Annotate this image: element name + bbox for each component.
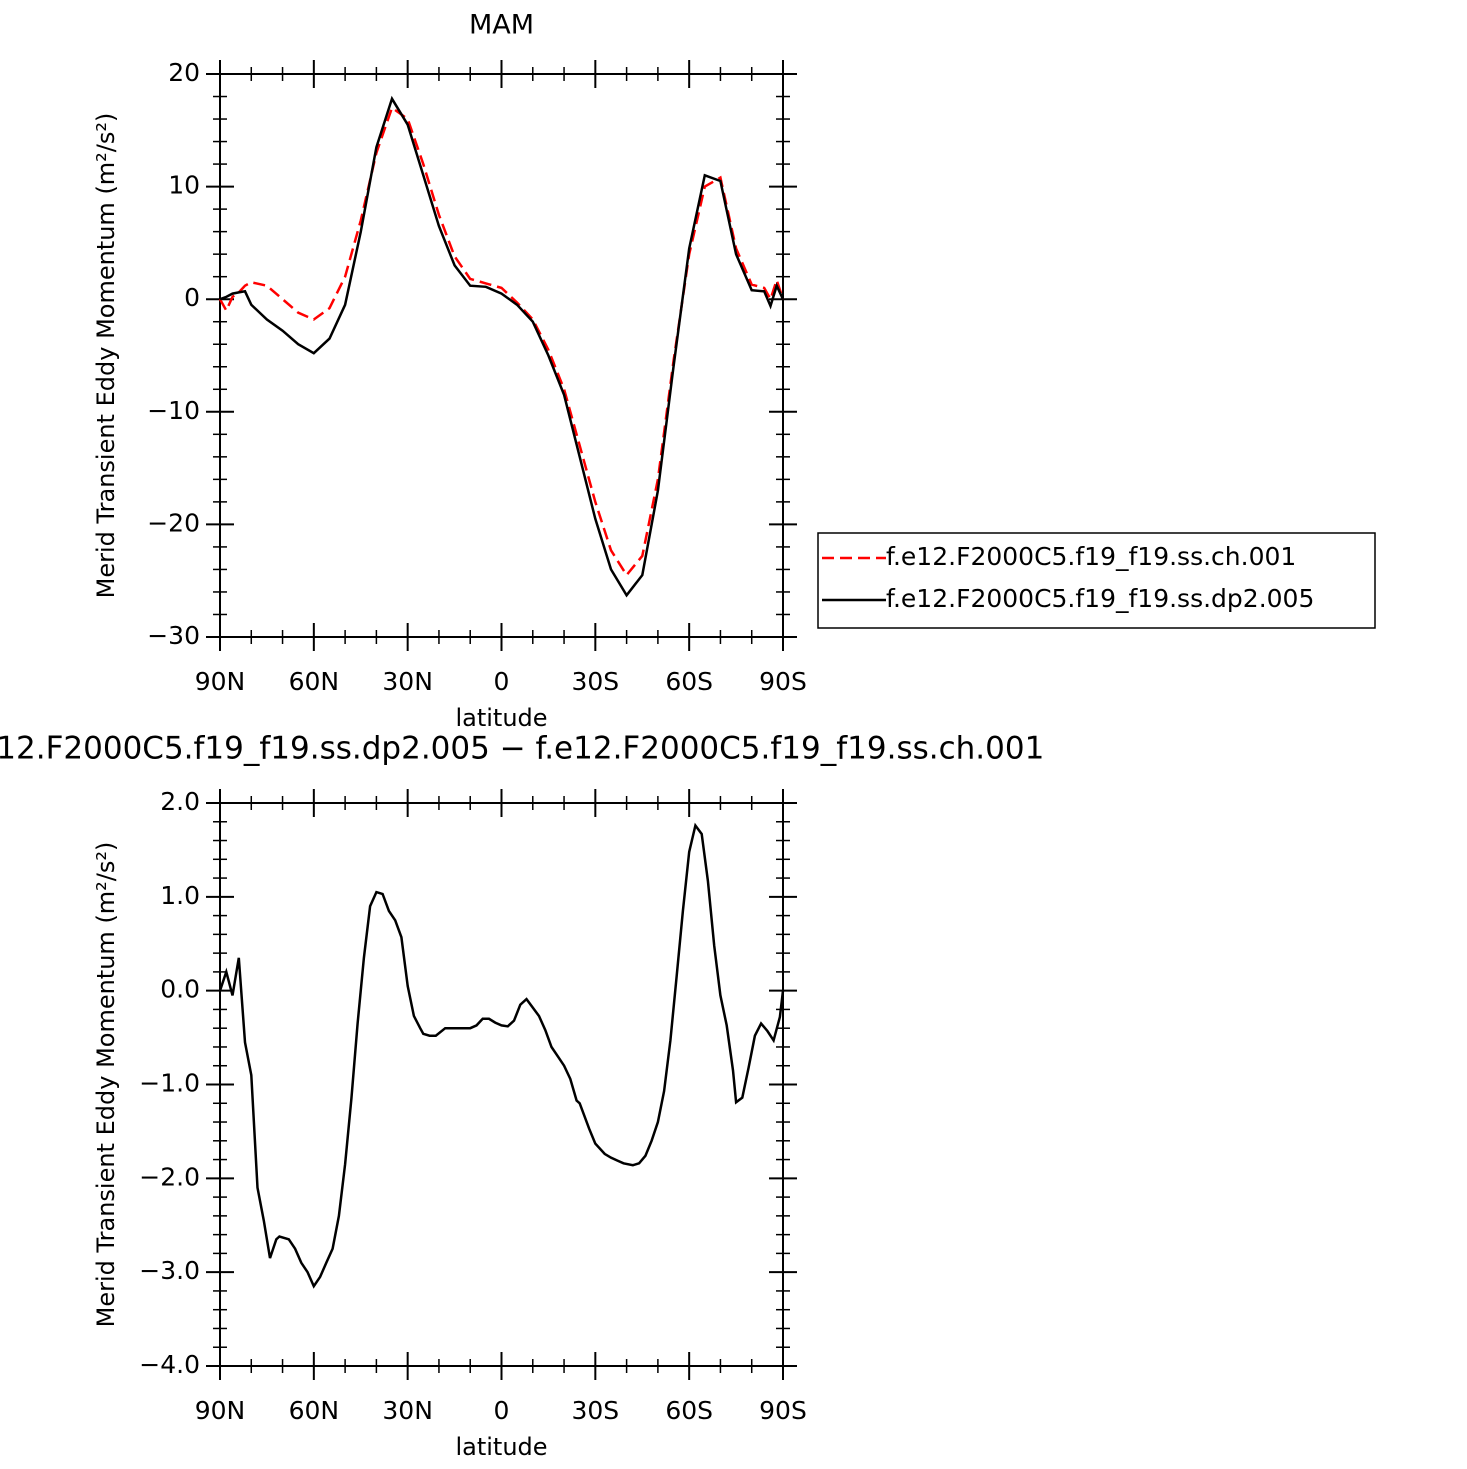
y-tick-label: −2.0 [139,1162,200,1191]
y-tick-label: −3.0 [139,1256,200,1285]
y-tick-label: −20 [147,508,200,537]
x-tick-label: 30S [571,667,619,696]
x-tick-label: 90S [759,1396,807,1425]
y-tick-label: 2.0 [160,787,200,816]
x-tick-label: 90N [195,1396,246,1425]
x-tick-label: 60N [289,667,340,696]
plot-frame [219,73,784,638]
x-axis-label: latitude [455,704,547,732]
y-tick-label: 20 [168,58,200,87]
data-line [219,95,785,598]
y-tick-label: 0 [184,283,200,312]
x-tick-label: 30N [382,667,433,696]
chart-title: f.e12.F2000C5.f19_f19.ss.dp2.005 − f.e12… [0,731,1044,767]
data-line [218,105,785,578]
x-tick-label: 90N [195,667,246,696]
chart-title: MAM [469,10,534,41]
x-tick-label: 0 [494,667,510,696]
x-tick-label: 60S [665,1396,713,1425]
x-tick-label: 30S [571,1396,619,1425]
x-tick-label: 60S [665,667,713,696]
legend-label: f.e12.F2000C5.f19_f19.ss.dp2.005 [886,584,1314,613]
legend-box [817,532,1376,629]
plot-frame [219,802,784,1367]
x-axis-label: latitude [455,1433,547,1461]
legend-label: f.e12.F2000C5.f19_f19.ss.ch.001 [886,542,1296,571]
x-tick-label: 0 [494,1396,510,1425]
y-axis-label: Merid Transient Eddy Momentum (m²/s²) [92,842,120,1328]
y-axis-label: Merid Transient Eddy Momentum (m²/s²) [92,113,120,599]
y-tick-label: −1.0 [139,1069,200,1098]
y-tick-label: 1.0 [160,881,200,910]
y-tick-label: 0.0 [160,975,200,1004]
y-tick-label: −4.0 [139,1350,200,1379]
y-tick-label: −10 [147,396,200,425]
data-line [218,822,785,1289]
x-tick-label: 90S [759,667,807,696]
y-tick-label: −30 [147,621,200,650]
x-tick-label: 30N [382,1396,433,1425]
y-tick-label: 10 [168,171,200,200]
x-tick-label: 60N [289,1396,340,1425]
